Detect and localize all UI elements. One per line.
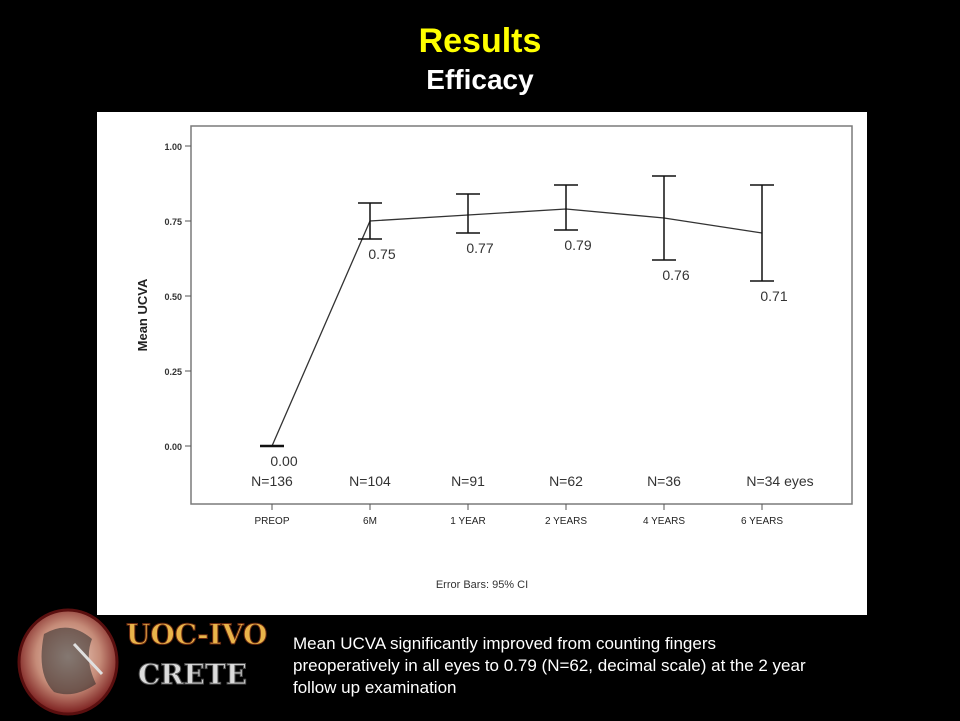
y-tick-label: 0.25: [164, 367, 182, 377]
chart-footnote: Error Bars: 95% CI: [436, 579, 528, 591]
series-line: [271, 208, 763, 447]
x-tick-label: 4 YEARS: [643, 516, 685, 527]
data-label: 0.75: [368, 246, 395, 262]
y-tick-label: 0.75: [164, 217, 182, 227]
n-count-label: N=34 eyes: [746, 473, 813, 489]
y-tick-label: 1.00: [164, 142, 182, 152]
x-tick-label: 6M: [363, 516, 377, 527]
x-tick-label: 2 YEARS: [545, 516, 587, 527]
n-count-label: N=62: [549, 473, 583, 489]
slide-title: Results: [418, 22, 542, 60]
ucva-line-chart: Mean UCVA Error Bars: 95% CI 0.00 0.25 0.5…: [135, 125, 853, 591]
face-profile-icon: [41, 627, 96, 695]
x-tick-label: 1 YEAR: [450, 516, 485, 527]
n-count-label: N=104: [349, 473, 391, 489]
data-label: 0.71: [760, 288, 787, 304]
uoc-ivo-crete-logo: UOC-IVO CRETE: [14, 604, 286, 716]
logo-text-line-1: UOC-IVO: [126, 618, 267, 651]
plot-frame: [190, 125, 853, 505]
data-label: 0.79: [564, 237, 591, 253]
y-axis-label: Mean UCVA: [135, 278, 150, 351]
n-count-label: N=36: [647, 473, 681, 489]
data-label: 0.76: [662, 267, 689, 283]
slide-subtitle: Efficacy: [426, 64, 534, 95]
y-tick-label: 0.50: [164, 292, 182, 302]
caption: Mean UCVA significantly improved from co…: [293, 633, 953, 699]
n-count-label: N=136: [251, 473, 293, 489]
data-label: 0.77: [466, 240, 493, 256]
caption-line-3: follow up examination: [293, 678, 457, 697]
chart-panel: Mean UCVA Error Bars: 95% CI 0.00 0.25 0.5…: [97, 112, 867, 615]
logo-text-line-2: CRETE: [138, 658, 247, 691]
caption-line-1: Mean UCVA significantly improved from co…: [293, 634, 716, 653]
x-tick-label: 6 YEARS: [741, 516, 783, 527]
caption-line-2: preoperatively in all eyes to 0.79 (N=62…: [293, 656, 806, 675]
x-tick-label: PREOP: [254, 516, 289, 527]
n-count-label: N=91: [451, 473, 485, 489]
y-tick-label: 0.00: [164, 442, 182, 452]
data-label: 0.00: [270, 453, 297, 469]
